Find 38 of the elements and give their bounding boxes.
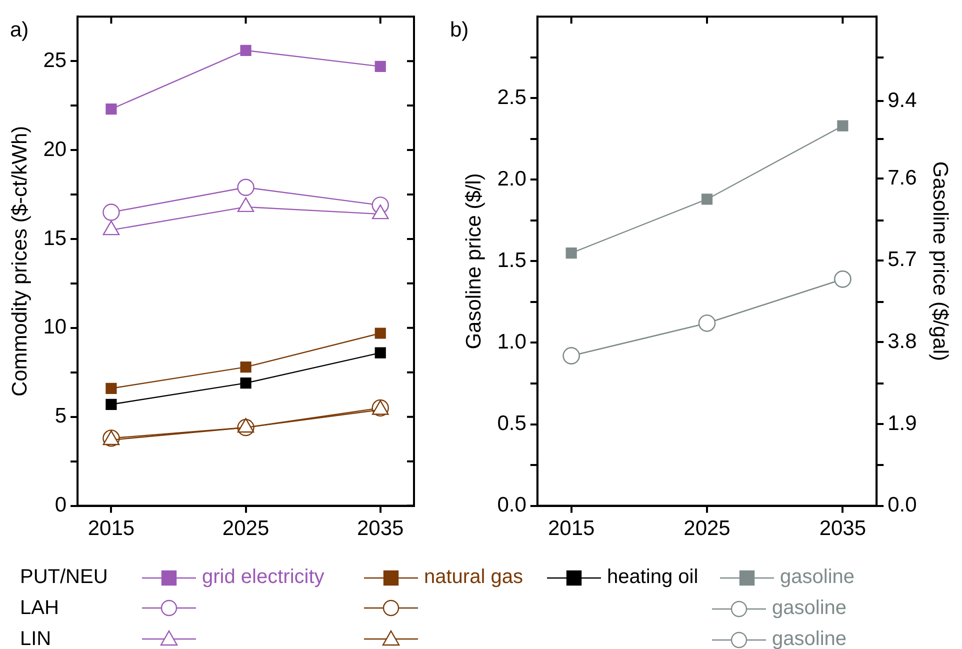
y-tick-label: 1.5 bbox=[497, 248, 526, 272]
legend-label: grid electricity bbox=[202, 566, 324, 589]
x-tick-label: 2015 bbox=[88, 517, 135, 540]
y-tick-label: 0.5 bbox=[497, 412, 526, 436]
x-tick-label: 2035 bbox=[819, 517, 866, 540]
y-tick-label: 1.0 bbox=[497, 330, 526, 354]
legend-label: gasoline bbox=[780, 566, 855, 589]
y-tick-label: 20 bbox=[43, 138, 67, 161]
y-axis-title: Gasoline price ($/l) bbox=[462, 173, 486, 350]
x-tick-label: 2035 bbox=[356, 517, 404, 540]
y2-axis-title: Gasoline price ($/gal) bbox=[928, 161, 952, 361]
chart-title: a) bbox=[10, 18, 29, 42]
y2-tick-label: 9.4 bbox=[888, 88, 918, 112]
y2-tick-label: 7.6 bbox=[888, 166, 917, 190]
x-tick-label: 2025 bbox=[684, 517, 730, 540]
y-tick-label: 0.0 bbox=[497, 494, 526, 517]
legend-label: gasoline bbox=[772, 628, 847, 649]
x-tick-label: 2015 bbox=[548, 517, 595, 540]
y2-tick-label: 1.9 bbox=[888, 412, 917, 435]
y-tick-label: 25 bbox=[43, 48, 67, 72]
y-tick-label: 0 bbox=[54, 494, 67, 517]
y2-tick-label: 3.8 bbox=[888, 330, 917, 353]
y-axis-title: Commodity prices ($-ct/kWh) bbox=[8, 126, 32, 397]
text: LIN bbox=[20, 628, 52, 649]
legend-label: natural gas bbox=[424, 566, 523, 589]
legend-label: gasoline bbox=[772, 597, 847, 620]
legend-label: heating oil bbox=[607, 566, 698, 589]
y-tick-label: 5 bbox=[54, 404, 67, 428]
y-tick-label: 2.0 bbox=[497, 167, 526, 190]
y2-tick-label: 5.7 bbox=[888, 248, 917, 272]
y-tick-label: 15 bbox=[43, 226, 67, 250]
y-tick-label: 2.5 bbox=[497, 86, 526, 109]
text: PUT/NEU bbox=[20, 566, 108, 589]
text: LAH bbox=[20, 597, 59, 620]
y2-tick-label: 0.0 bbox=[888, 494, 917, 517]
y-tick-label: 10 bbox=[43, 316, 67, 339]
chart-title: b) bbox=[450, 18, 469, 42]
x-tick-label: 2025 bbox=[222, 517, 270, 540]
